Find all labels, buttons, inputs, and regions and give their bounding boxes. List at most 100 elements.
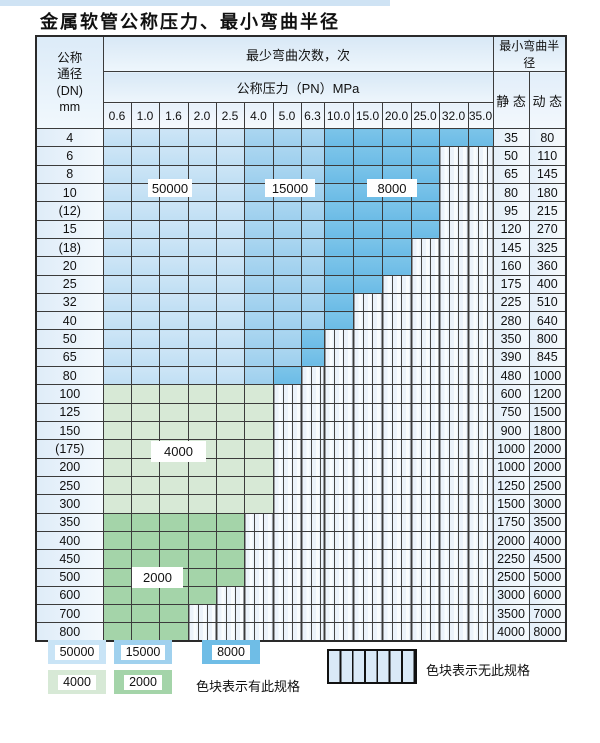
pressure-cell xyxy=(130,311,160,331)
pressure-cell xyxy=(102,274,132,294)
table-row: 800 4000 8000 xyxy=(35,622,567,642)
pressure-cell xyxy=(438,475,469,496)
static-cell: 1000 xyxy=(492,457,530,477)
legend-block-4000: 4000 xyxy=(48,670,106,694)
dynamic-cell: 400 xyxy=(528,274,567,294)
dynamic-cell: 1200 xyxy=(528,384,567,404)
pressure-cell xyxy=(410,402,440,423)
pressure-cell xyxy=(243,439,274,459)
pressure-cell xyxy=(215,311,245,331)
pressure-cell xyxy=(352,530,383,551)
dn-cell: 250 xyxy=(35,475,104,496)
pressure-cell xyxy=(352,475,383,496)
pressure-cell xyxy=(467,219,494,239)
pressure-cell xyxy=(381,622,412,642)
pressure-cell xyxy=(215,494,245,514)
pressure-cell xyxy=(158,530,189,551)
static-cell: 480 xyxy=(492,366,530,386)
pressure-cell xyxy=(467,604,494,624)
table-row: 50 350 800 xyxy=(35,329,567,349)
legend-block-15000: 15000 xyxy=(114,640,172,664)
dn-cell: 450 xyxy=(35,549,104,569)
page-title: 金属软管公称压力、最小弯曲半径 xyxy=(40,12,340,33)
pressure-cell xyxy=(130,127,160,148)
pressure-cell xyxy=(158,494,189,514)
dynamic-cell: 6000 xyxy=(528,585,567,606)
pressure-cell xyxy=(467,182,494,203)
dn-cell: 80 xyxy=(35,366,104,386)
dn-cell: 65 xyxy=(35,347,104,368)
pressure-cell xyxy=(410,512,440,532)
pressure-cell xyxy=(381,530,412,551)
pressure-cell xyxy=(187,292,217,313)
pressure-cell xyxy=(467,366,494,386)
dn-cell: 500 xyxy=(35,567,104,587)
table-row: 20 160 360 xyxy=(35,256,567,276)
pressure-cell xyxy=(300,384,325,404)
pressure-cell xyxy=(130,402,160,423)
pressure-cell xyxy=(187,366,217,386)
pressure-cell xyxy=(102,475,132,496)
pressure-cell xyxy=(187,420,217,441)
pressure-cell xyxy=(300,292,325,313)
pressure-cell xyxy=(438,420,469,441)
static-cell: 160 xyxy=(492,256,530,276)
pressure-cell xyxy=(272,585,302,606)
pressure-cell xyxy=(102,256,132,276)
static-cell: 80 xyxy=(492,182,530,203)
pressure-cell xyxy=(300,549,325,569)
table-row: 450 2250 4500 xyxy=(35,549,567,569)
pressure-cell xyxy=(381,127,412,148)
pressure-cell xyxy=(243,530,274,551)
legend-label-15000: 15000 xyxy=(120,644,166,660)
cycles-label-2000: 2000 xyxy=(132,567,183,588)
pressure-cell xyxy=(410,604,440,624)
static-cell: 3000 xyxy=(492,585,530,606)
pressure-cell xyxy=(300,237,325,258)
table-row: 8 65 145 xyxy=(35,164,567,184)
pressure-cell xyxy=(438,201,469,221)
pressure-cell xyxy=(158,549,189,569)
pressure-cell xyxy=(102,604,132,624)
pressure-cell xyxy=(130,274,160,294)
pressure-cell xyxy=(158,402,189,423)
pressure-cell xyxy=(215,182,245,203)
pressure-cell xyxy=(300,585,325,606)
static-cell: 390 xyxy=(492,347,530,368)
pressure-cell xyxy=(381,292,412,313)
table-row: 250 1250 2500 xyxy=(35,475,567,496)
pressure-cell xyxy=(410,420,440,441)
table-row: (18) 145 325 xyxy=(35,237,567,258)
dn-cell: 8 xyxy=(35,164,104,184)
pressure-cell xyxy=(438,512,469,532)
pressure-cell xyxy=(438,219,469,239)
legend-block-8000: 8000 xyxy=(202,640,260,664)
pressure-cell xyxy=(243,274,274,294)
pressure-cell xyxy=(130,237,160,258)
pressure-cell xyxy=(323,164,354,184)
pressure-cell xyxy=(102,347,132,368)
pressure-cell xyxy=(467,256,494,276)
pressure-header: 10.0 xyxy=(323,102,354,129)
dn-cell: 20 xyxy=(35,256,104,276)
pressure-cell xyxy=(438,274,469,294)
pressure-cell xyxy=(243,384,274,404)
pressure-cell xyxy=(352,420,383,441)
pressure-cell xyxy=(410,457,440,477)
pressure-cell xyxy=(352,567,383,587)
pressure-cell xyxy=(243,457,274,477)
pressure-cell xyxy=(243,585,274,606)
table-row: 6 50 110 xyxy=(35,146,567,166)
dn-cell: 15 xyxy=(35,219,104,239)
header-row-1: 公称 通径 (DN) mm 最少弯曲次数，次 最小弯曲半径 xyxy=(35,35,567,129)
pressure-cell xyxy=(467,164,494,184)
pressure-cell xyxy=(243,146,274,166)
pressure-cell xyxy=(467,127,494,148)
pressure-cell xyxy=(300,604,325,624)
table-row: 125 750 1500 xyxy=(35,402,567,423)
cycles-label-50000: 50000 xyxy=(148,179,192,197)
dn-cell: 600 xyxy=(35,585,104,606)
pressure-cell xyxy=(323,494,354,514)
pressure-cell xyxy=(438,604,469,624)
